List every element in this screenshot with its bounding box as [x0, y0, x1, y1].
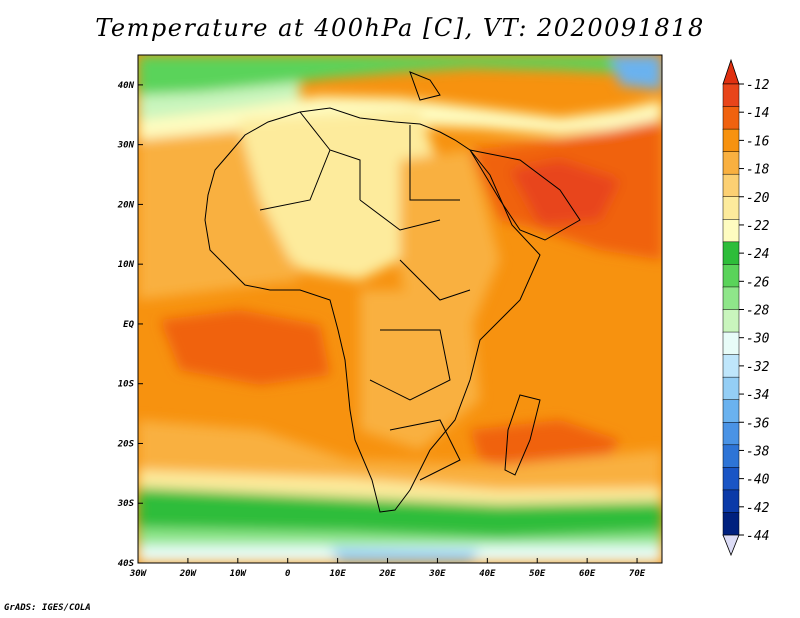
colorbar-swatch	[722, 354, 740, 378]
colorbar-label: -18	[746, 163, 770, 178]
colorbar-swatch	[722, 173, 740, 198]
colorbar-label: -22	[746, 219, 770, 234]
colorbar-swatch	[722, 128, 740, 153]
lon-tick-label: 50E	[529, 569, 546, 579]
temperature-field	[138, 55, 662, 563]
lon-tick-label: 20W	[179, 569, 198, 579]
colorbar-swatch	[722, 309, 740, 333]
colorbar-label: -38	[746, 444, 770, 459]
lat-tick-label: 20N	[117, 200, 135, 210]
colorbar-swatch	[722, 399, 740, 424]
colorbar-label: -16	[746, 134, 770, 149]
colorbar-swatch	[722, 489, 740, 514]
grads-credit: GrADS: IGES/COLA	[4, 603, 91, 613]
colorbar-swatch	[722, 376, 740, 401]
colorbar-label: -26	[746, 275, 770, 290]
colorbar-label: -32	[746, 360, 770, 375]
colorbar-label: -30	[746, 332, 770, 347]
colorbar-swatch	[722, 196, 740, 221]
lon-tick-label: 60E	[579, 569, 596, 579]
lon-tick-label: 30W	[129, 569, 148, 579]
colorbar-bottom-arrow	[722, 534, 740, 557]
latitude-axis: 40N 30N 20N 10N EQ 10S 20S 30S 40S	[117, 81, 143, 569]
plot-frame	[137, 54, 663, 564]
lat-tick-label: 20S	[117, 439, 135, 449]
map-title: Temperature at 400hPa [C], VT: 202009181…	[95, 14, 705, 42]
colorbar-label: -42	[746, 501, 770, 516]
lon-tick-label: 20E	[378, 569, 396, 579]
lat-tick-label: 40S	[118, 559, 135, 569]
longitude-axis: 30W 20W 10W 0 10E 20E 30E 40E 50E 60E 70E	[129, 558, 646, 579]
colorbar-label: -34	[746, 388, 769, 403]
colorbar-top-arrow	[722, 58, 740, 85]
colorbar-swatch	[722, 151, 740, 175]
lon-tick-label: 40E	[479, 569, 496, 579]
colorbar-swatch	[722, 106, 740, 130]
lat-tick-label: 30S	[117, 499, 135, 509]
colorbar-label: -44	[746, 529, 769, 544]
colorbar-swatch	[722, 219, 740, 243]
colorbar-swatch	[722, 264, 740, 288]
colorbar-label: -28	[746, 304, 770, 319]
colorbar-swatch	[722, 241, 740, 266]
lat-tick-label: 10S	[118, 380, 135, 390]
colorbar-label: -12	[746, 78, 770, 93]
lon-tick-label: 10W	[230, 569, 248, 579]
colorbar-label: -40	[746, 473, 770, 488]
lon-tick-label: 10E	[329, 569, 346, 579]
colorbar-label: -24	[746, 247, 769, 262]
lat-tick-label: 10N	[118, 260, 135, 270]
colorbar-swatch	[722, 83, 740, 108]
colorbar-swatch	[722, 467, 740, 491]
lon-tick-label: 30E	[428, 569, 446, 579]
colorbar-swatch	[722, 331, 740, 356]
colorbar-swatch	[722, 444, 740, 469]
coastlines	[204, 71, 581, 513]
lat-tick-label: 40N	[118, 81, 135, 91]
lat-tick-label: EQ	[123, 320, 134, 330]
colorbar-label: -20	[746, 191, 770, 206]
lat-tick-label: 30N	[117, 141, 135, 151]
colorbar: -12 -14 -16 -18 -20 -22 -24 -26 -28 -30 -32 -34 -36 -…	[722, 58, 770, 557]
colorbar-swatch	[722, 422, 740, 446]
colorbar-swatch	[722, 512, 740, 536]
lon-tick-label: 0	[285, 569, 291, 579]
lon-tick-label: 70E	[629, 569, 646, 579]
colorbar-swatch	[722, 286, 740, 311]
colorbar-label: -36	[746, 416, 770, 431]
colorbar-label: -14	[746, 106, 769, 121]
